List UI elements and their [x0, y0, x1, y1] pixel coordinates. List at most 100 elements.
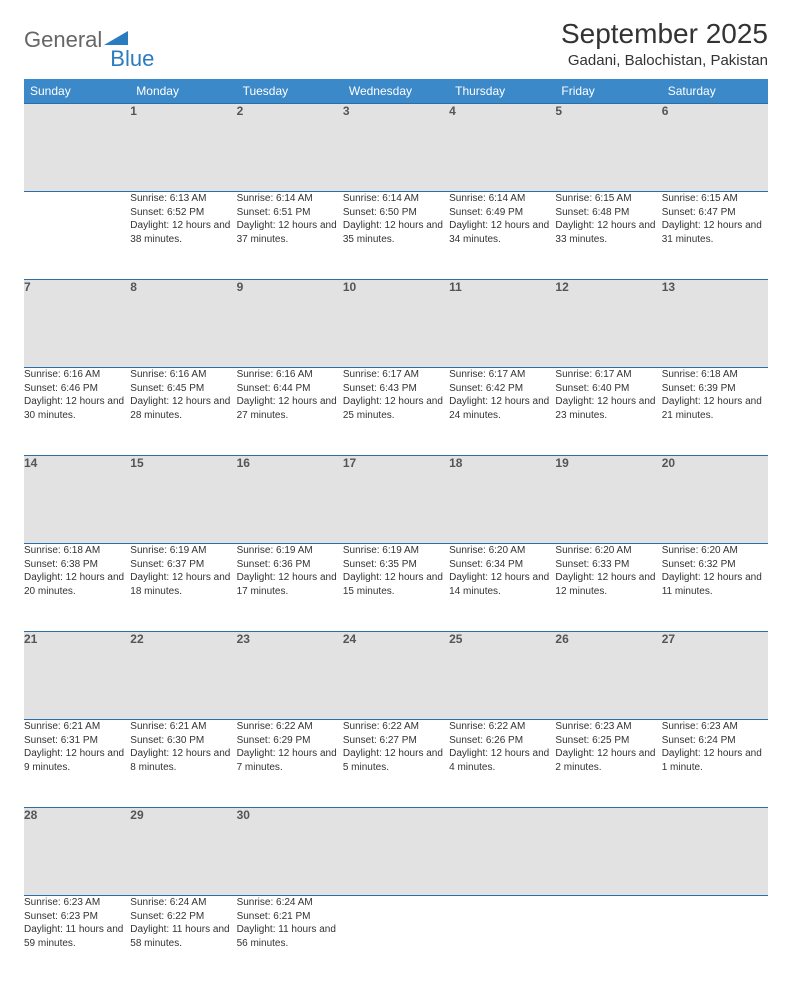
- day-number-cell: 9: [237, 280, 343, 368]
- day-number-cell: 24: [343, 632, 449, 720]
- sunset-text: Sunset: 6:27 PM: [343, 734, 449, 748]
- daylight-text: Daylight: 12 hours and 4 minutes.: [449, 747, 555, 774]
- sunrise-text: Sunrise: 6:23 AM: [662, 720, 768, 734]
- sunset-text: Sunset: 6:34 PM: [449, 558, 555, 572]
- sunrise-text: Sunrise: 6:16 AM: [24, 368, 130, 382]
- sunset-text: Sunset: 6:42 PM: [449, 382, 555, 396]
- day-body-cell: Sunrise: 6:16 AMSunset: 6:44 PMDaylight:…: [237, 368, 343, 456]
- sunset-text: Sunset: 6:23 PM: [24, 910, 130, 924]
- daylight-text: Daylight: 12 hours and 11 minutes.: [662, 571, 768, 598]
- calendar-body: 123456Sunrise: 6:13 AMSunset: 6:52 PMDay…: [24, 104, 768, 984]
- logo-text-general: General: [24, 27, 102, 53]
- daylight-text: Daylight: 12 hours and 38 minutes.: [130, 219, 236, 246]
- sunset-text: Sunset: 6:26 PM: [449, 734, 555, 748]
- weekday-header: Wednesday: [343, 79, 449, 104]
- page-title: September 2025: [561, 18, 768, 50]
- calendar-table: Sunday Monday Tuesday Wednesday Thursday…: [24, 79, 768, 984]
- daynum-row: 28 29 30: [24, 808, 768, 896]
- sunset-text: Sunset: 6:46 PM: [24, 382, 130, 396]
- day-body-cell: Sunrise: 6:20 AMSunset: 6:33 PMDaylight:…: [555, 544, 661, 632]
- daylight-text: Daylight: 12 hours and 12 minutes.: [555, 571, 661, 598]
- day-body-cell: Sunrise: 6:15 AMSunset: 6:48 PMDaylight:…: [555, 192, 661, 280]
- sunrise-text: Sunrise: 6:17 AM: [343, 368, 449, 382]
- sunset-text: Sunset: 6:31 PM: [24, 734, 130, 748]
- weekday-header: Friday: [555, 79, 661, 104]
- day-body-cell: Sunrise: 6:15 AMSunset: 6:47 PMDaylight:…: [662, 192, 768, 280]
- day-number: 21: [24, 632, 37, 646]
- day-number: 29: [130, 808, 143, 822]
- weekday-header: Sunday: [24, 79, 130, 104]
- day-body-cell: Sunrise: 6:16 AMSunset: 6:45 PMDaylight:…: [130, 368, 236, 456]
- sunset-text: Sunset: 6:32 PM: [662, 558, 768, 572]
- day-number-cell: 6: [662, 104, 768, 192]
- day-number-cell: 28: [24, 808, 130, 896]
- day-number-cell: 13: [662, 280, 768, 368]
- day-body-cell: Sunrise: 6:17 AMSunset: 6:40 PMDaylight:…: [555, 368, 661, 456]
- day-number: 1: [130, 104, 137, 118]
- day-number-cell: 23: [237, 632, 343, 720]
- day-number: 28: [24, 808, 37, 822]
- sunrise-text: Sunrise: 6:14 AM: [449, 192, 555, 206]
- weekday-header: Thursday: [449, 79, 555, 104]
- day-number: 25: [449, 632, 462, 646]
- daylight-text: Daylight: 12 hours and 14 minutes.: [449, 571, 555, 598]
- day-number-cell: 4: [449, 104, 555, 192]
- sunrise-text: Sunrise: 6:14 AM: [343, 192, 449, 206]
- day-number: 5: [555, 104, 562, 118]
- day-body-cell: Sunrise: 6:22 AMSunset: 6:26 PMDaylight:…: [449, 720, 555, 808]
- daynum-row: 21222324252627: [24, 632, 768, 720]
- daynum-row: 1 234 5 6: [24, 104, 768, 192]
- day-body-cell: Sunrise: 6:20 AMSunset: 6:32 PMDaylight:…: [662, 544, 768, 632]
- sunset-text: Sunset: 6:49 PM: [449, 206, 555, 220]
- day-number: 24: [343, 632, 356, 646]
- sunrise-text: Sunrise: 6:22 AM: [237, 720, 343, 734]
- daylight-text: Daylight: 12 hours and 7 minutes.: [237, 747, 343, 774]
- daynum-row: 14151617181920: [24, 456, 768, 544]
- daylight-text: Daylight: 12 hours and 34 minutes.: [449, 219, 555, 246]
- day-number: 13: [662, 280, 675, 294]
- sunset-text: Sunset: 6:37 PM: [130, 558, 236, 572]
- day-number: 26: [555, 632, 568, 646]
- day-number: 22: [130, 632, 143, 646]
- daylight-text: Daylight: 12 hours and 35 minutes.: [343, 219, 449, 246]
- day-number-cell: 15: [130, 456, 236, 544]
- day-number-cell: 30: [237, 808, 343, 896]
- day-body-cell: [24, 192, 130, 280]
- day-body-cell: Sunrise: 6:17 AMSunset: 6:43 PMDaylight:…: [343, 368, 449, 456]
- day-number: 4: [449, 104, 456, 118]
- daylight-text: Daylight: 11 hours and 59 minutes.: [24, 923, 130, 950]
- day-number-cell: 3: [343, 104, 449, 192]
- daylight-text: Daylight: 12 hours and 5 minutes.: [343, 747, 449, 774]
- sunrise-text: Sunrise: 6:18 AM: [662, 368, 768, 382]
- sunrise-text: Sunrise: 6:16 AM: [237, 368, 343, 382]
- sunset-text: Sunset: 6:33 PM: [555, 558, 661, 572]
- sunrise-text: Sunrise: 6:19 AM: [343, 544, 449, 558]
- sunrise-text: Sunrise: 6:23 AM: [555, 720, 661, 734]
- daylight-text: Daylight: 12 hours and 23 minutes.: [555, 395, 661, 422]
- day-number: 6: [662, 104, 669, 118]
- day-number: 19: [555, 456, 568, 470]
- daylight-text: Daylight: 12 hours and 33 minutes.: [555, 219, 661, 246]
- sunset-text: Sunset: 6:36 PM: [237, 558, 343, 572]
- day-body-cell: [449, 896, 555, 984]
- sunset-text: Sunset: 6:25 PM: [555, 734, 661, 748]
- day-number-cell: 2: [237, 104, 343, 192]
- day-number-cell: 14: [24, 456, 130, 544]
- day-body-cell: Sunrise: 6:19 AMSunset: 6:37 PMDaylight:…: [130, 544, 236, 632]
- sunrise-text: Sunrise: 6:19 AM: [237, 544, 343, 558]
- day-body-cell: Sunrise: 6:23 AMSunset: 6:25 PMDaylight:…: [555, 720, 661, 808]
- day-body-cell: Sunrise: 6:14 AMSunset: 6:51 PMDaylight:…: [237, 192, 343, 280]
- day-body-cell: [343, 896, 449, 984]
- daylight-text: Daylight: 12 hours and 24 minutes.: [449, 395, 555, 422]
- day-number-cell: [662, 808, 768, 896]
- sunrise-text: Sunrise: 6:17 AM: [449, 368, 555, 382]
- title-block: September 2025 Gadani, Balochistan, Paki…: [561, 18, 768, 69]
- sunrise-text: Sunrise: 6:23 AM: [24, 896, 130, 910]
- weekday-header: Saturday: [662, 79, 768, 104]
- daylight-text: Daylight: 12 hours and 8 minutes.: [130, 747, 236, 774]
- daybody-row: Sunrise: 6:21 AMSunset: 6:31 PMDaylight:…: [24, 720, 768, 808]
- daybody-row: Sunrise: 6:23 AMSunset: 6:23 PMDaylight:…: [24, 896, 768, 984]
- day-number: 9: [237, 280, 244, 294]
- daylight-text: Daylight: 12 hours and 18 minutes.: [130, 571, 236, 598]
- day-number-cell: 22: [130, 632, 236, 720]
